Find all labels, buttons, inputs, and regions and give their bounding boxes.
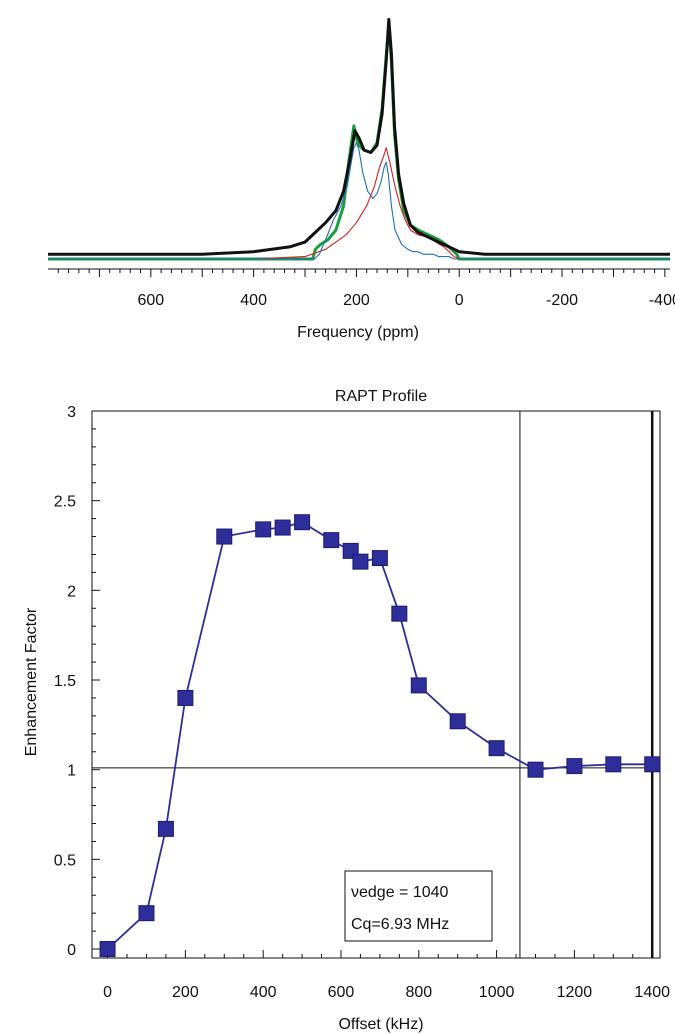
data-point-marker bbox=[255, 521, 272, 538]
data-point-marker bbox=[323, 532, 340, 549]
annotation-nu-edge: νedge = 1040 bbox=[351, 884, 449, 901]
data-point-marker bbox=[391, 605, 408, 622]
data-point-marker bbox=[294, 514, 311, 531]
frequency-tick-label: 400 bbox=[240, 292, 267, 309]
nmr-spectrum-plot: 600 400 200 0 -200 -400 Frequency (ppm) bbox=[48, 17, 675, 341]
data-point-marker bbox=[644, 756, 661, 773]
x-tick-label: 1200 bbox=[557, 984, 593, 1001]
x-tick-label: 1400 bbox=[634, 984, 670, 1001]
annotation-box: νedge = 1040 Cq=6.93 MHz bbox=[344, 870, 493, 942]
y-tick-label: 2.5 bbox=[54, 494, 76, 511]
y-tick-label: 3 bbox=[67, 404, 76, 421]
frequency-axis-tick-labels: 600 400 200 0 -200 -400 bbox=[137, 292, 675, 309]
axis-tick-labels: 0 200 400 600 800 1000 1200 1400 0 0.5 1 1.5 2 2.5 3 bbox=[54, 404, 670, 1001]
data-point-marker bbox=[99, 941, 116, 958]
frequency-tick-label: -400 bbox=[649, 292, 675, 309]
experimental-spectrum-line bbox=[48, 17, 670, 256]
x-tick-label: 0 bbox=[103, 984, 112, 1001]
data-point-marker bbox=[566, 758, 583, 775]
frequency-tick-label: 200 bbox=[343, 292, 370, 309]
x-tick-label: 600 bbox=[328, 984, 355, 1001]
data-point-marker bbox=[138, 905, 155, 922]
x-tick-label: 1000 bbox=[479, 984, 515, 1001]
annotation-cq: Cq=6.93 MHz bbox=[351, 916, 449, 933]
frequency-axis-ticks bbox=[57, 269, 666, 277]
annotation-frame bbox=[344, 870, 493, 942]
plot-frame bbox=[91, 410, 661, 959]
offset-axis-title: Offset (kHz) bbox=[338, 1016, 423, 1033]
component-blue-line bbox=[48, 142, 670, 260]
data-point-marker bbox=[216, 528, 233, 545]
enhancement-series-group bbox=[99, 514, 661, 958]
data-point-marker bbox=[157, 820, 174, 837]
data-point-marker bbox=[488, 740, 505, 757]
frequency-axis-title: Frequency (ppm) bbox=[297, 324, 419, 341]
y-tick-label: 0.5 bbox=[54, 852, 76, 869]
data-point-marker bbox=[410, 677, 427, 694]
y-tick-label: 2 bbox=[67, 583, 76, 600]
frequency-tick-label: -200 bbox=[546, 292, 578, 309]
y-tick-label: 1 bbox=[67, 763, 76, 780]
data-point-marker bbox=[371, 550, 388, 567]
reference-lines bbox=[92, 411, 660, 958]
rapt-chart-title: RAPT Profile bbox=[335, 388, 427, 405]
data-point-marker bbox=[274, 519, 291, 536]
x-tick-label: 400 bbox=[250, 984, 277, 1001]
y-tick-label: 1.5 bbox=[54, 673, 76, 690]
axis-ticks bbox=[92, 410, 653, 958]
data-point-marker bbox=[177, 689, 194, 706]
enhancement-axis-title: Enhancement Factor bbox=[23, 607, 40, 756]
data-point-marker bbox=[352, 553, 369, 570]
frequency-tick-label: 0 bbox=[455, 292, 464, 309]
rapt-profile-plot: RAPT Profile 0 200 400 600 800 1000 1200 140000… bbox=[23, 388, 670, 1033]
x-tick-label: 800 bbox=[405, 984, 432, 1001]
component-red-line bbox=[48, 147, 670, 260]
y-tick-label: 0 bbox=[67, 942, 76, 959]
x-tick-label: 200 bbox=[172, 984, 199, 1001]
simulated-total-line bbox=[48, 25, 670, 261]
data-point-marker bbox=[605, 756, 622, 773]
spectrum-series-group bbox=[48, 17, 670, 261]
data-point-marker bbox=[449, 713, 466, 730]
data-point-marker bbox=[527, 761, 544, 778]
frequency-tick-label: 600 bbox=[137, 292, 164, 309]
